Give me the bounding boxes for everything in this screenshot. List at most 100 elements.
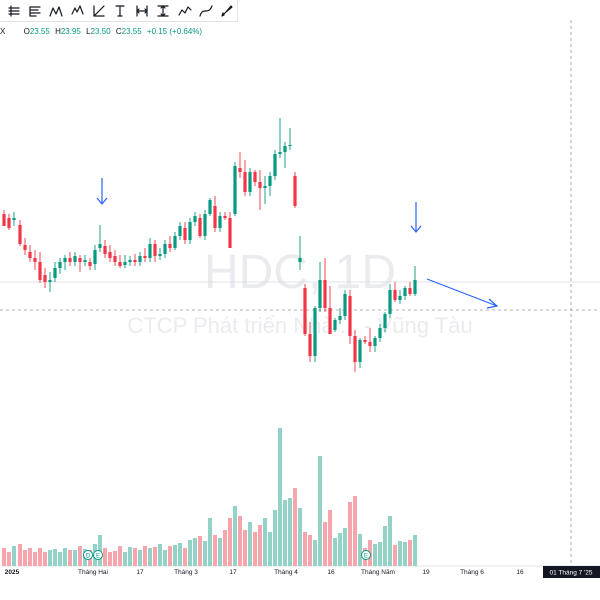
volume-bar (413, 535, 417, 566)
elliott-tool-button[interactable] (68, 1, 87, 21)
price-range-tool-button[interactable] (154, 1, 173, 21)
lines-tool-button[interactable] (4, 1, 23, 21)
candle (208, 198, 212, 216)
candle (333, 318, 337, 332)
high-value: 23.95 (60, 27, 81, 36)
volume-bars (2, 428, 417, 566)
candle (323, 258, 327, 312)
candle (388, 284, 392, 318)
candle (78, 255, 82, 272)
date-range-tool-button[interactable] (132, 1, 151, 21)
time-axis-label: 19 (422, 569, 430, 576)
time-axis[interactable]: 2025 Tháng Hai 17 Tháng 3 17 Tháng 4 16 Tháng N… (5, 566, 600, 578)
path-tool-button[interactable] (175, 1, 194, 21)
candlesticks (2, 118, 417, 372)
volume-bar (313, 540, 317, 566)
volume-bar (403, 542, 407, 566)
gann-tool-button[interactable] (89, 1, 108, 21)
text-tool-tool-button[interactable] (111, 1, 130, 21)
pattern-tool-button[interactable] (47, 1, 66, 21)
candle (393, 282, 397, 302)
volume-bar (138, 550, 142, 566)
brush-tool-button[interactable] (218, 1, 237, 21)
candle (363, 336, 367, 344)
volume-bar (133, 548, 137, 566)
candle (398, 290, 402, 304)
candle (83, 255, 87, 266)
candle (113, 250, 117, 266)
volume-bar (103, 548, 107, 566)
time-axis-label: Tháng Hai (78, 569, 108, 576)
candle (293, 172, 297, 208)
volume-bar (128, 547, 132, 566)
gann-icon (93, 4, 105, 17)
candle (93, 245, 97, 270)
candle (328, 286, 332, 334)
candle (158, 248, 162, 260)
candle (153, 240, 157, 262)
volume-bar (283, 500, 287, 566)
brush-icon (221, 4, 233, 17)
volume-bar (113, 551, 117, 566)
volume-bar (153, 547, 157, 566)
volume-bar (338, 533, 342, 566)
volume-bar (163, 550, 167, 566)
volume-bar (358, 534, 362, 566)
candle (253, 170, 257, 186)
candle (138, 252, 142, 266)
time-axis-label: Tháng 4 (274, 569, 298, 576)
low-value: 23.50 (90, 27, 111, 36)
dividend-marker[interactable]: D (83, 550, 93, 560)
candle (53, 262, 57, 282)
volume-bar (78, 546, 82, 566)
candle (348, 290, 352, 344)
volume-bar (298, 508, 302, 566)
svg-text:01 Tháng 7 '25: 01 Tháng 7 '25 (549, 570, 592, 577)
drawing-toolbar (0, 0, 238, 22)
candle (88, 258, 92, 270)
curve-icon (199, 4, 213, 17)
dividend-marker[interactable]: E (361, 550, 371, 560)
dividend-marker-label: E (96, 554, 100, 560)
volume-bar (223, 530, 227, 566)
volume-bar (18, 544, 22, 566)
down-arrow-annotation[interactable] (410, 202, 422, 233)
dividend-marker[interactable]: E (93, 550, 103, 560)
volume-bar (288, 498, 292, 566)
volume-bar (408, 540, 412, 566)
text-tool-icon (115, 4, 126, 17)
volume-bar (258, 525, 262, 566)
dividend-marker-label: E (364, 554, 368, 560)
curve-tool-button[interactable] (196, 1, 215, 21)
candle (238, 152, 242, 178)
candle (233, 162, 237, 216)
volume-bar (328, 510, 332, 566)
candle (2, 210, 6, 226)
volume-bar (263, 518, 267, 566)
candle (203, 210, 207, 240)
candle (183, 222, 187, 244)
candle (258, 170, 262, 210)
candle (12, 212, 16, 226)
candle (48, 272, 52, 292)
candle (28, 245, 32, 262)
trend-arrow-annotation[interactable] (426, 278, 499, 309)
date-range-icon (136, 4, 148, 17)
volume-bar (12, 546, 16, 566)
change-value: +0.15 (+0.64%) (146, 27, 203, 36)
volume-bar (43, 552, 47, 566)
candle (193, 212, 197, 226)
down-arrow-annotation[interactable] (96, 178, 108, 205)
annotations[interactable] (96, 178, 499, 309)
volume-bar (273, 510, 277, 566)
candle (403, 286, 407, 300)
candle (33, 250, 37, 270)
volume-bar (118, 546, 122, 566)
candle (343, 290, 347, 320)
volume-bar (228, 518, 232, 566)
fib-tool-button[interactable] (25, 1, 44, 21)
volume-bar (173, 545, 177, 566)
candle (23, 238, 27, 255)
candle (338, 308, 342, 324)
